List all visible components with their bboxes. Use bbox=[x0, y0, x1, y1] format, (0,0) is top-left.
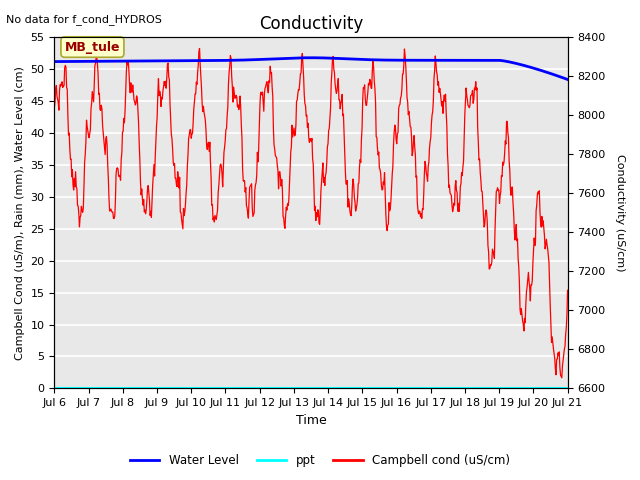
Legend: Water Level, ppt, Campbell cond (uS/cm): Water Level, ppt, Campbell cond (uS/cm) bbox=[125, 449, 515, 472]
Y-axis label: Campbell Cond (uS/m), Rain (mm), Water Level (cm): Campbell Cond (uS/m), Rain (mm), Water L… bbox=[15, 66, 25, 360]
Text: MB_tule: MB_tule bbox=[65, 40, 120, 54]
X-axis label: Time: Time bbox=[296, 414, 326, 427]
Y-axis label: Conductivity (uS/cm): Conductivity (uS/cm) bbox=[615, 154, 625, 272]
Title: Conductivity: Conductivity bbox=[259, 15, 363, 33]
Text: No data for f_cond_HYDROS: No data for f_cond_HYDROS bbox=[6, 14, 163, 25]
